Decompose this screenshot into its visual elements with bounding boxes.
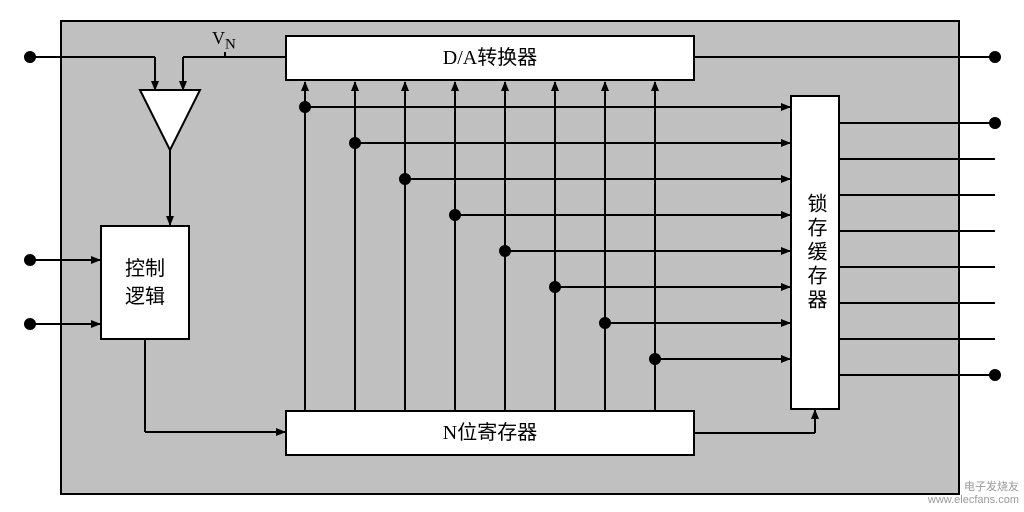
control-logic-label: 控制 逻辑: [125, 255, 165, 311]
dac-label: D/A转换器: [443, 44, 537, 72]
vn-label: VN: [212, 28, 236, 54]
watermark: 电子发烧友 www.elecfans.com: [928, 481, 1019, 507]
diagram-container: D/A转换器 控制 逻辑 N位寄存器 锁存缓存器 VN: [0, 0, 1024, 512]
register-block: N位寄存器: [285, 410, 695, 456]
register-label: N位寄存器: [443, 419, 537, 447]
dac-block: D/A转换器: [285, 35, 695, 81]
latch-buffer-block: 锁存缓存器: [790, 95, 840, 410]
control-logic-block: 控制 逻辑: [100, 225, 190, 340]
latch-buffer-label: 锁存缓存器: [801, 193, 829, 313]
